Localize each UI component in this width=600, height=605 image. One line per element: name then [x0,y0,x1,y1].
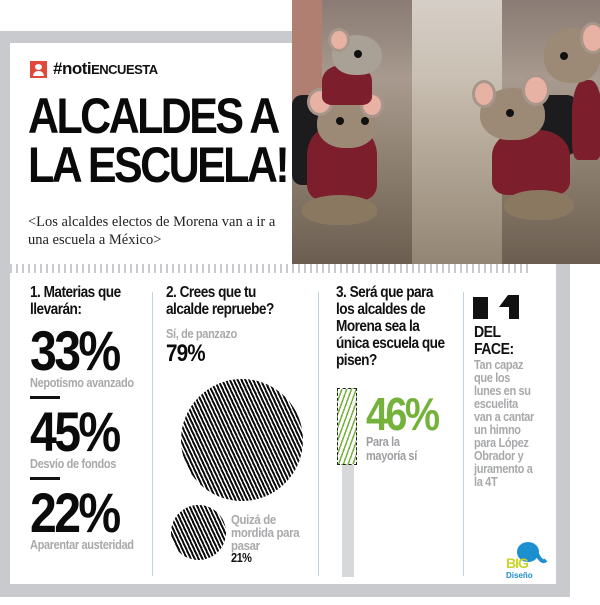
stat-value: 22% [30,481,121,544]
bar-caption: 46% Para la mayoría sí [366,388,449,463]
page-title: ALCALDES A LA ESCUELA! [28,88,290,193]
big-diseno-logo: BIG Diseño [506,540,550,582]
column-divider [318,292,319,576]
column-del-face: DEL FACE: Tan capaz que los lunes en su … [474,324,544,489]
divider-rule [30,477,60,480]
bubble-79 [181,379,303,501]
column-divider [463,292,464,576]
brand-hashtag: #noti [53,59,92,78]
stat-label: Aparentar austeridad [30,538,134,552]
title-line-2: LA ESCUELA! [28,137,290,193]
bubble-21-caption: Quizá de mordida para pasar 21% [231,513,311,565]
divider-rule [30,396,60,399]
bar-track [342,465,354,577]
answer-label: Quizá de mordida para pasar [231,512,300,553]
bubble-21 [171,505,226,560]
subtitle: <Los alcaldes electos de Morena van a ir… [28,214,276,248]
user-icon [30,60,47,78]
header-panel [10,43,292,264]
column-materias: 1. Materias que llevarán: 33% Nepotismo … [30,284,150,552]
answer-value: 79% [166,340,206,367]
logo-text: BIG [506,555,529,571]
answer-value: 21% [231,551,252,565]
tick-strip-divider [10,264,530,273]
brand-hashtag-suffix: ENCUESTA [91,62,158,77]
stat-label: Nepotismo avanzado [30,376,134,390]
bar-fill-46 [337,388,357,465]
stat-label: Desvío de fondos [30,457,117,471]
quote-mark-icon [473,295,519,319]
stat-value: 45% [30,400,121,463]
question-2: 2. Crees que tu alcalde repruebe? [166,284,274,318]
stat-value: 33% [30,319,121,382]
logo-subtext: Diseño [506,571,533,580]
question-3: 3. Será que para los alcaldes de Morena … [336,284,445,369]
header-photo [292,0,600,264]
stat-value: 46% [366,388,440,440]
title-line-1: ALCALDES A [28,88,280,144]
column-escuela: 3. Será que para los alcaldes de Morena … [336,284,461,369]
stat-label: Para la mayoría sí [366,435,417,463]
column-divider [152,292,153,576]
answer-label: Sí, de panzazo [166,327,237,341]
column-reprueba: 2. Crees que tu alcalde repruebe? Sí, de… [166,284,316,367]
quote-heading: DEL FACE: [474,324,514,358]
brand-header: #notiENCUESTA [30,59,158,79]
quote-text: Tan capaz que los lunes en su escuelita … [474,358,534,489]
question-1: 1. Materias que llevarán: [30,284,121,318]
elephant-icon [517,542,548,564]
